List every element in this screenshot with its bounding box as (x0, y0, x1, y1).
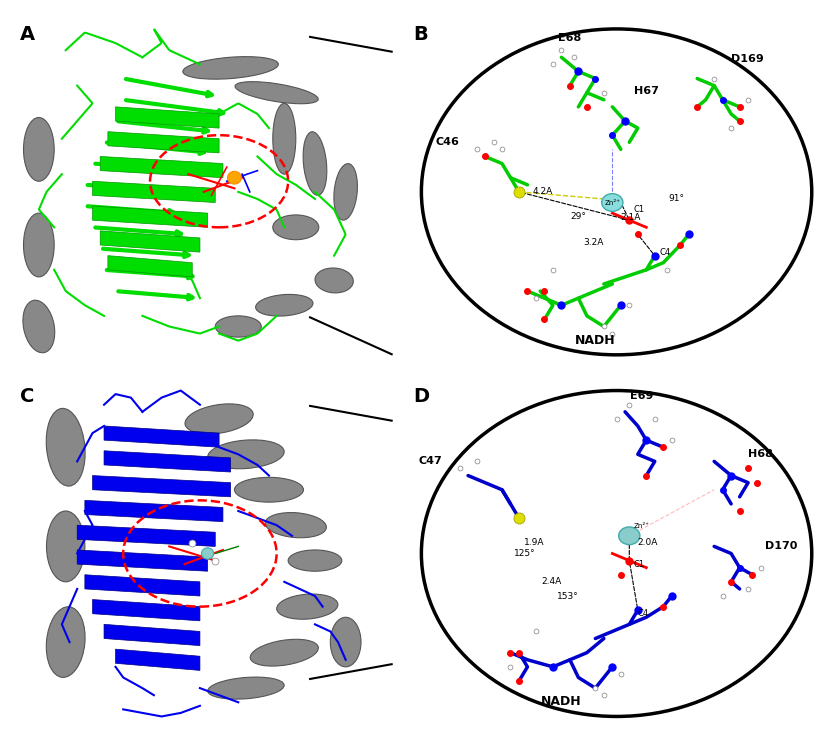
Text: NADH: NADH (541, 695, 582, 708)
Circle shape (421, 29, 812, 355)
Polygon shape (104, 624, 200, 646)
FancyArrowPatch shape (103, 249, 188, 257)
Text: D169: D169 (731, 55, 764, 64)
Ellipse shape (24, 213, 54, 277)
Text: C47: C47 (419, 456, 442, 466)
Ellipse shape (303, 132, 327, 196)
Text: 3.2A: 3.2A (583, 238, 604, 247)
Circle shape (601, 193, 623, 211)
Circle shape (619, 527, 640, 545)
Ellipse shape (273, 215, 319, 240)
Polygon shape (85, 500, 223, 522)
Ellipse shape (183, 57, 278, 79)
FancyArrowPatch shape (95, 164, 200, 172)
FancyArrowPatch shape (126, 79, 212, 96)
Polygon shape (92, 206, 207, 227)
FancyArrowPatch shape (118, 292, 193, 300)
Text: A: A (20, 25, 35, 44)
Polygon shape (100, 231, 200, 252)
Text: Zn²⁺: Zn²⁺ (605, 199, 620, 205)
Ellipse shape (265, 513, 326, 538)
FancyArrowPatch shape (95, 227, 181, 235)
Text: 4.2A: 4.2A (533, 187, 553, 196)
Text: H67: H67 (633, 86, 659, 96)
Text: 91°: 91° (668, 195, 684, 204)
Polygon shape (104, 426, 219, 447)
Text: H68: H68 (748, 449, 773, 459)
Ellipse shape (315, 268, 353, 293)
FancyArrowPatch shape (107, 142, 204, 154)
Polygon shape (100, 156, 223, 178)
Ellipse shape (47, 607, 85, 677)
Ellipse shape (273, 103, 295, 174)
Circle shape (202, 548, 214, 559)
Text: 29°: 29° (570, 213, 587, 221)
Text: 125°: 125° (514, 549, 536, 558)
FancyArrowPatch shape (126, 100, 224, 114)
Polygon shape (92, 182, 215, 202)
Polygon shape (85, 575, 200, 596)
Text: D170: D170 (765, 542, 797, 551)
Polygon shape (78, 525, 215, 546)
Text: 2.0A: 2.0A (638, 539, 659, 548)
Text: Zn²⁺: Zn²⁺ (633, 523, 650, 528)
Text: E69: E69 (630, 391, 654, 401)
Ellipse shape (208, 440, 284, 469)
Polygon shape (104, 451, 231, 472)
Ellipse shape (215, 316, 261, 337)
Ellipse shape (47, 408, 85, 486)
Ellipse shape (330, 617, 361, 667)
Text: 2.1A: 2.1A (621, 213, 641, 222)
Ellipse shape (234, 477, 304, 502)
FancyArrowPatch shape (87, 185, 185, 193)
Polygon shape (92, 475, 231, 497)
FancyArrowPatch shape (87, 206, 173, 215)
Text: C1: C1 (633, 559, 645, 568)
Text: 153°: 153° (557, 592, 579, 601)
FancyArrowPatch shape (118, 121, 208, 133)
Ellipse shape (185, 404, 253, 434)
Text: 2.4A: 2.4A (541, 577, 561, 586)
Text: C1: C1 (633, 205, 645, 214)
Text: 1.9A: 1.9A (524, 539, 544, 548)
Polygon shape (92, 599, 200, 621)
Circle shape (228, 171, 242, 184)
Text: C: C (20, 387, 34, 406)
Ellipse shape (277, 594, 338, 619)
Ellipse shape (288, 550, 342, 571)
Ellipse shape (235, 82, 318, 104)
Text: C46: C46 (436, 137, 459, 148)
Ellipse shape (251, 639, 318, 666)
Text: NADH: NADH (575, 334, 615, 347)
Text: B: B (413, 25, 428, 44)
FancyArrowPatch shape (107, 270, 193, 278)
Circle shape (421, 390, 812, 717)
Text: C4: C4 (659, 248, 670, 257)
Polygon shape (108, 131, 219, 153)
Ellipse shape (47, 511, 85, 582)
Text: E68: E68 (558, 33, 582, 43)
Ellipse shape (334, 164, 357, 220)
Text: D: D (413, 387, 429, 406)
Polygon shape (108, 255, 193, 277)
Text: C4: C4 (638, 610, 649, 618)
Ellipse shape (24, 117, 54, 182)
Ellipse shape (255, 294, 313, 316)
Ellipse shape (208, 677, 284, 699)
Polygon shape (116, 107, 219, 128)
Ellipse shape (23, 300, 55, 353)
Polygon shape (116, 649, 200, 670)
Polygon shape (78, 550, 207, 571)
